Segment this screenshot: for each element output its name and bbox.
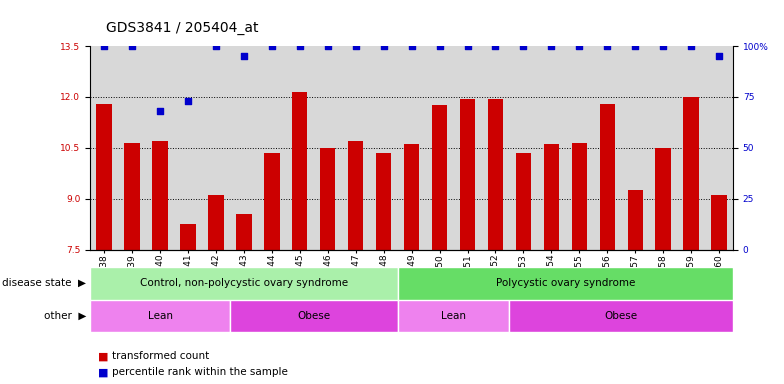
Point <box>657 43 670 49</box>
Text: Obese: Obese <box>297 311 330 321</box>
Text: Lean: Lean <box>441 311 466 321</box>
Bar <box>488 99 503 250</box>
Bar <box>459 99 475 250</box>
Bar <box>264 153 280 250</box>
Text: transformed count: transformed count <box>112 351 209 361</box>
Point <box>209 43 222 49</box>
Bar <box>236 214 252 250</box>
Text: disease state  ▶: disease state ▶ <box>2 278 86 288</box>
Point <box>601 43 614 49</box>
Bar <box>180 224 196 250</box>
Point <box>293 43 306 49</box>
Bar <box>376 153 391 250</box>
Bar <box>600 104 615 250</box>
Text: ■: ■ <box>98 367 112 377</box>
Text: percentile rank within the sample: percentile rank within the sample <box>112 367 288 377</box>
Bar <box>209 195 223 250</box>
Bar <box>572 143 587 250</box>
Bar <box>90 267 397 300</box>
Bar <box>627 190 643 250</box>
Bar <box>152 141 168 250</box>
Text: ■: ■ <box>98 351 112 361</box>
Point <box>266 43 278 49</box>
Bar <box>125 143 140 250</box>
Bar <box>516 153 531 250</box>
Bar <box>397 267 733 300</box>
Point <box>238 53 250 60</box>
Bar <box>320 148 336 250</box>
Text: GDS3841 / 205404_at: GDS3841 / 205404_at <box>106 21 259 35</box>
Bar <box>230 300 397 332</box>
Point <box>461 43 474 49</box>
Point <box>573 43 586 49</box>
Bar <box>684 97 699 250</box>
Bar <box>348 141 364 250</box>
Bar <box>397 300 510 332</box>
Point <box>517 43 530 49</box>
Bar <box>96 104 112 250</box>
Bar <box>90 300 230 332</box>
Text: Lean: Lean <box>147 311 172 321</box>
Point <box>489 43 502 49</box>
Point <box>350 43 362 49</box>
Text: Control, non-polycystic ovary syndrome: Control, non-polycystic ovary syndrome <box>140 278 348 288</box>
Point <box>321 43 334 49</box>
Point <box>685 43 698 49</box>
Text: other  ▶: other ▶ <box>44 311 86 321</box>
Point <box>98 43 111 49</box>
Point <box>154 108 166 114</box>
Point <box>182 98 194 104</box>
Bar <box>711 195 727 250</box>
Point <box>713 53 725 60</box>
Bar <box>543 144 559 250</box>
Point <box>125 43 138 49</box>
Bar <box>292 92 307 250</box>
Bar <box>655 148 671 250</box>
Text: Obese: Obese <box>604 311 638 321</box>
Bar <box>432 106 447 250</box>
Point <box>545 43 557 49</box>
Text: Polycystic ovary syndrome: Polycystic ovary syndrome <box>495 278 635 288</box>
Point <box>377 43 390 49</box>
Point <box>405 43 418 49</box>
Bar <box>404 144 419 250</box>
Point <box>434 43 446 49</box>
Point <box>629 43 641 49</box>
Bar <box>510 300 733 332</box>
